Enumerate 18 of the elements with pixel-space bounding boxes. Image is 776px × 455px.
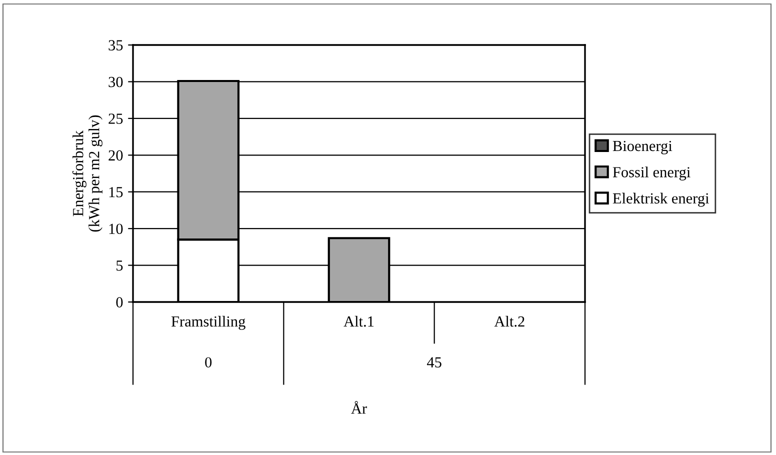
y-tick-label: 5	[116, 260, 123, 271]
y-tick-label: 20	[108, 150, 123, 161]
y-tick-label: 15	[109, 187, 123, 198]
y-tick-label: 30	[108, 76, 123, 88]
text: 45	[426, 357, 442, 368]
text: 0	[205, 357, 212, 368]
y-tick-label: 0	[116, 297, 123, 308]
legend-label: Elektrisk energi	[612, 192, 710, 207]
y-tick-label: 25	[108, 114, 123, 124]
x-axis-title: År	[351, 401, 367, 414]
x-tick-label: Framstilling	[171, 316, 246, 330]
y-tick-label: 10	[109, 224, 123, 234]
y-axis-title: Energiforbruk (kWh per m2 gulv)	[72, 115, 102, 232]
y-tick-label: 35	[108, 40, 123, 50]
x-tick-label: Alt.1	[344, 316, 374, 327]
legend-label: Bioenergi	[612, 140, 672, 154]
legend-label: Fossil energi	[612, 166, 690, 180]
x-tick-label: Alt.2	[494, 316, 524, 327]
